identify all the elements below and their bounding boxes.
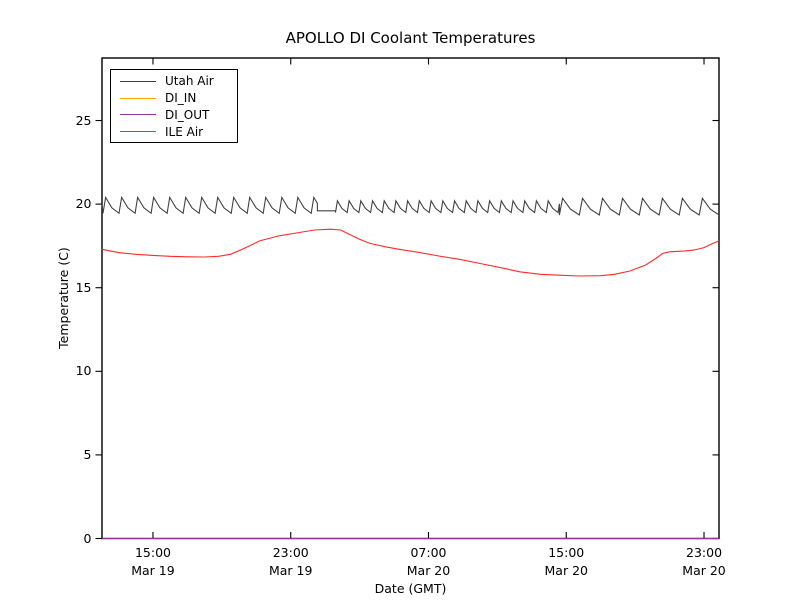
x-tick-label: 15:00 Mar 19 — [108, 544, 198, 581]
x-tick-time: 23:00 — [272, 544, 309, 560]
x-tick-time: 15:00 — [134, 544, 171, 560]
legend-item-di-in: DI_IN — [111, 90, 237, 107]
legend-line-sample-utah-air — [120, 80, 156, 82]
legend-item-ile-air: ILE Air — [111, 123, 237, 140]
x-tick-label: 23:00 Mar 20 — [659, 544, 749, 581]
y-tick-label: 20 — [75, 196, 92, 212]
series-line-utah-air — [101, 195, 720, 216]
x-tick-label: 15:00 Mar 20 — [521, 544, 611, 581]
legend-line-sample-ile-air — [120, 131, 156, 133]
x-tick-time: 15:00 — [548, 544, 585, 560]
chart-title: APOLLO DI Coolant Temperatures — [285, 29, 536, 47]
x-axis-label: Date (GMT) — [374, 581, 447, 596]
legend-label: ILE Air — [165, 124, 204, 139]
x-tick-time: 07:00 — [410, 544, 447, 560]
y-tick-label: 15 — [75, 279, 92, 295]
legend-label: DI_IN — [165, 91, 197, 106]
legend-line-sample-di-in — [120, 97, 156, 99]
y-tick-label: 10 — [75, 363, 92, 379]
legend: Utah Air DI_IN DI_OUT ILE Air — [110, 69, 238, 143]
x-tick-date: Mar 20 — [544, 563, 588, 578]
legend-label: Utah Air — [165, 74, 214, 89]
legend-item-di-out: DI_OUT — [111, 107, 237, 124]
y-tick-label: 0 — [83, 530, 92, 546]
x-tick-date: Mar 20 — [406, 563, 451, 578]
x-tick-date: Mar 19 — [268, 563, 313, 578]
x-tick-date: Mar 20 — [682, 563, 726, 578]
y-tick-label: 25 — [75, 112, 92, 128]
x-tick-label: 07:00 Mar 20 — [383, 544, 473, 581]
series-line-ile-air — [101, 228, 720, 277]
legend-item-utah-air: Utah Air — [111, 73, 237, 90]
y-tick-label: 5 — [83, 446, 92, 462]
x-tick-label: 23:00 Mar 19 — [246, 544, 336, 581]
x-tick-date: Mar 19 — [131, 563, 175, 578]
x-tick-time: 23:00 — [686, 544, 723, 560]
legend-label: DI_OUT — [165, 107, 210, 122]
legend-line-sample-di-out — [120, 114, 156, 116]
